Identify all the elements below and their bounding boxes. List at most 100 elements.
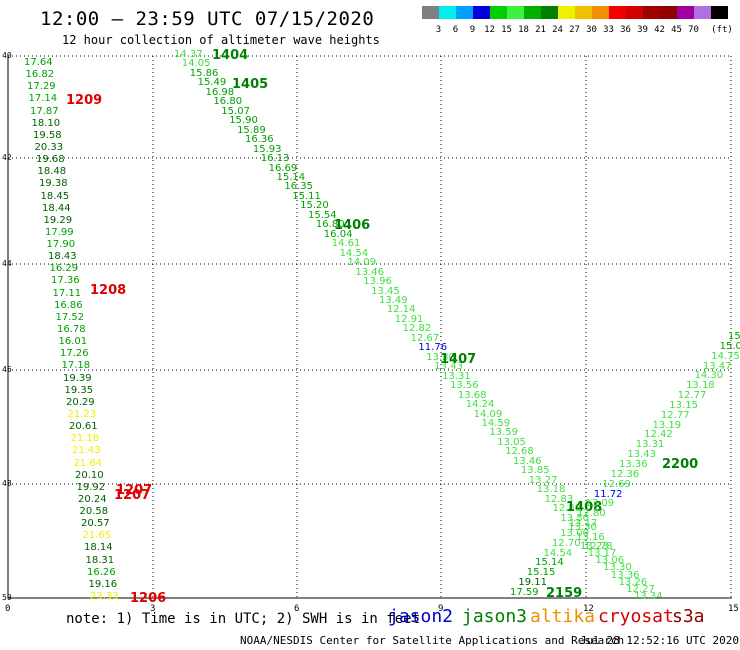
wave-height-value: 13.85 [520,465,550,477]
wave-height-value: 13.68 [457,389,487,401]
wave-height-value: 14.09 [473,408,503,420]
wave-height-value: 13.17 [587,548,617,560]
wave-height-value: 18.48 [37,166,67,178]
legend-swatch [609,6,626,19]
wave-height-value: 15.49 [197,77,227,89]
wave-height-value: 17.64 [24,57,53,68]
wave-height-value: 15.15 [728,331,740,342]
wave-height-value: 12.14 [386,304,416,316]
subtitle: 12 hour collection of altimeter wave hei… [62,33,380,47]
wave-height-value: 18.43 [48,251,77,263]
wave-height-value: 20.61 [69,421,98,433]
wave-height-value: 15.11 [292,190,321,202]
wave-height-value: 12.78 [584,541,613,552]
legend-swatch [473,6,490,19]
wave-height-value: 13.96 [363,276,392,288]
legend-label: 24 [552,25,563,35]
wave-height-value: 12.77 [660,409,690,421]
wave-height-value: 14.59 [481,418,511,429]
wave-height-value: 15.14 [276,172,306,183]
legend-swatch [660,6,677,19]
wave-height-value: 17.52 [55,311,85,323]
wave-height-value: 13.46 [513,455,542,467]
wave-height-value: 16.69 [268,162,298,174]
wave-height-value: 12.68 [505,446,534,458]
legend-swatch [524,6,541,19]
wave-height-value: 13.05 [497,436,526,448]
wave-height-value: 13.15 [669,399,698,411]
wave-height-value: 13.36 [610,569,640,581]
wave-height-value: 16.01 [58,336,88,348]
wave-height-value: 15.93 [252,143,282,155]
wave-height-value: 15.15 [526,567,556,579]
wave-height-value: 17.29 [27,81,56,93]
wave-height-value: 16.78 [57,324,86,335]
pass-label: 1407 [440,352,477,367]
legend-label: 18 [518,25,529,35]
legend-label: 33 [603,25,614,35]
wave-height-value: 13.30 [603,562,632,574]
wave-height-value: 12.27 [626,583,655,595]
legend-swatch [490,6,507,19]
wave-height-value: 19.68 [36,154,65,166]
timestamp: Jul 28 12:52:16 UTC 2020 [580,634,739,647]
pass-label: 1207 [116,483,153,498]
y-tick-label: 40 [2,51,12,60]
wave-height-value: 20.33 [34,141,64,153]
y-tick-label: 44 [2,259,12,268]
wave-height-value: 13.31 [635,439,665,451]
wave-height-value: 12.80 [577,508,606,520]
wave-height-value: 19.58 [33,129,62,141]
wave-height-value: 18.44 [42,202,71,214]
wave-height-value: 13.19 [652,419,682,431]
legend-swatch [456,6,473,19]
legend-swatch [422,6,439,19]
x-tick-label: 6 [294,604,300,614]
y-tick-label: 42 [2,153,12,162]
wave-height-value: 13.59 [489,427,519,439]
wave-height-value: 14.54 [543,547,573,559]
legend-swatch [677,6,694,19]
wave-height-value: 13.18 [536,484,566,496]
wave-height-value: 14.30 [694,370,724,382]
legend-swatch [643,6,660,19]
legend-label: 12 [484,25,495,35]
wave-height-value: 15.14 [535,557,564,569]
wave-height-value: 14.24 [465,399,495,411]
legend-label: 9 [469,25,476,35]
legend-label: 36 [620,25,631,35]
pass-label: 1207 [114,488,151,503]
wave-height-value: 13.43 [627,449,657,461]
wave-height-value: 12.42 [644,429,673,441]
wave-height-value: 19.16 [88,578,118,590]
legend-swatch [711,6,728,19]
wave-height-value: 18.45 [40,190,70,202]
x-tick-label: 9 [438,604,444,614]
wave-height-value: 20.10 [75,469,104,481]
y-tick-label: 48 [2,479,12,488]
wave-height-value: 11.72 [593,488,623,500]
wave-height-value: 16.04 [323,228,353,240]
legend-label: 45 [671,25,682,35]
wave-height-value: 13.30 [426,351,455,363]
wave-height-value: 12.80 [552,503,582,515]
wave-height-value: 13.18 [686,380,715,392]
pass-label: 1404 [212,48,249,63]
credit-text: NOAA/NESDIS Center for Satellite Applica… [240,634,625,647]
legend-swatch [694,6,711,19]
wave-height-value: 13.43 [434,361,463,373]
wave-height-value: 17.11 [52,287,82,299]
x-tick-label: 15 [728,604,739,614]
pass-label: 1208 [90,283,127,298]
wave-height-value: 15.54 [308,209,337,221]
wave-height-value: 13.31 [442,370,471,382]
wave-height-value: 16.35 [284,181,314,193]
wave-height-value: 14.09 [347,257,377,269]
x-tick-label: 12 [583,604,594,614]
legend-label: 6 [452,25,459,35]
wave-height-value: 17.36 [51,275,80,287]
wave-height-value: 15.20 [300,200,329,212]
wave-height-value: 16.80 [315,219,345,231]
satellite-s3a: s3a [672,606,705,627]
